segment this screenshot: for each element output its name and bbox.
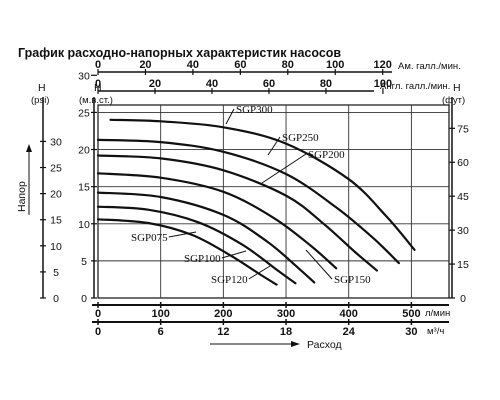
series-line-sgp300 [109, 118, 416, 251]
m3h-tick-label: 24 [343, 326, 356, 338]
feet-axis-h: H [453, 82, 461, 94]
psi-tick-label: 25 [50, 163, 62, 175]
uk-gpm-tick-label: 60 [263, 78, 275, 90]
meter-axis-h: H [94, 82, 102, 94]
psi-tick-label: 15 [50, 215, 62, 227]
us-gpm-unit: Ам. галл./мин. [398, 61, 461, 72]
uk-gpm-tick-label: 20 [149, 78, 161, 90]
upper-us-gpm-axis: Ам. галл./мин. 0 20 40 60 80 100 120 [95, 59, 461, 75]
x-axis-arrowhead [291, 341, 300, 347]
lmin-unit: л/мин [425, 308, 450, 319]
series-line-sgp150 [96, 172, 338, 270]
series-label-sgp200: SGP200 [308, 149, 345, 161]
series-line-sgp200 [96, 154, 378, 272]
psi-tick-label: 20 [50, 189, 62, 201]
meter-axis-unit: (м.в.ст.) [79, 95, 113, 106]
m3h-tick-label: 12 [217, 326, 229, 338]
lmin-tick-label: 500 [402, 308, 420, 320]
meter-tick-label: 30 [78, 70, 90, 82]
psi-tick-label: 0 [53, 293, 59, 305]
uk-gpm-tick-label: 40 [206, 78, 218, 90]
feet-tick-label: 30 [457, 225, 469, 237]
plot-frame [97, 104, 450, 299]
lmin-tick-label: 100 [151, 308, 169, 320]
series-label-sgp300: SGP300 [236, 104, 273, 116]
us-gpm-tick-label: 80 [282, 59, 294, 71]
m3h-tick-label: 18 [280, 326, 292, 338]
series-line-sgp100 [96, 205, 297, 285]
uk-gpm-tick-label: 100 [374, 78, 392, 90]
series-labels: SGP300 SGP250 SGP200 SGP150 SGP120 SGP100 SGP0… [131, 104, 371, 286]
uk-gpm-tick-label: 80 [320, 78, 332, 90]
m3h-tick-label: 0 [95, 326, 101, 338]
meter-tick-label: 15 [78, 182, 90, 194]
series-label-sgp120: SGP120 [211, 274, 248, 286]
y-axis-label: Напор [16, 181, 28, 212]
psi-tick-label: 5 [53, 267, 59, 279]
grid [97, 104, 450, 299]
series-leader-sgp100 [221, 250, 247, 259]
series-label-sgp100: SGP100 [184, 253, 221, 265]
y-axis-title: Напор [16, 144, 32, 215]
us-gpm-tick-label: 60 [234, 59, 246, 71]
m3h-tick-label: 30 [405, 326, 417, 338]
feet-tick-label: 75 [457, 123, 469, 135]
us-gpm-tick-label: 40 [187, 59, 199, 71]
psi-axis-unit: (psi) [31, 95, 49, 106]
meter-tick-label: 10 [78, 219, 90, 231]
series-line-sgp075 [96, 218, 278, 286]
lmin-tick-label: 200 [214, 308, 232, 320]
feet-axis-unit: (фут) [442, 95, 465, 106]
us-gpm-tick-label: 120 [374, 59, 392, 71]
us-gpm-tick-label: 100 [326, 59, 344, 71]
pump-curves [96, 118, 416, 286]
series-leader-sgp150 [305, 249, 333, 280]
series-leader-sgp120 [248, 265, 271, 280]
series-line-sgp120 [96, 191, 316, 284]
us-gpm-tick-label: 20 [139, 59, 151, 71]
meter-tick-label: 25 [78, 107, 90, 119]
meter-tick-label: 5 [81, 256, 87, 268]
psi-axis: H (psi) 0 5 10 15 20 25 30 [31, 82, 62, 305]
series-label-sgp250: SGP250 [282, 132, 319, 144]
lmin-tick-label: 300 [277, 308, 295, 320]
x-axis-title: Расход [210, 339, 342, 351]
lmin-tick-label: 400 [340, 308, 358, 320]
feet-axis: H (фут) 0 15 30 45 60 75 [442, 82, 469, 305]
series-leader-sgp250 [267, 136, 281, 156]
meter-tick-label: 0 [81, 293, 87, 305]
m3h-unit: м³/ч [427, 326, 444, 337]
series-label-sgp075: SGP075 [131, 232, 168, 244]
upper-uk-gpm-axis: Англ. галл./мин. 0 20 40 60 80 100 [95, 78, 450, 94]
psi-tick-label: 30 [50, 136, 62, 148]
feet-tick-label: 0 [460, 293, 466, 305]
series-label-sgp150: SGP150 [334, 274, 371, 286]
meter-axis: H (м.в.ст.) 0 5 10 15 20 25 30 [78, 70, 113, 305]
feet-tick-label: 60 [457, 157, 469, 169]
psi-tick-label: 10 [50, 241, 62, 253]
x-axis-label: Расход [307, 339, 342, 351]
m3h-axis: 0 6 12 18 24 30 м³/ч [92, 319, 449, 338]
uk-gpm-unit: Англ. галл./мин. [380, 81, 450, 92]
y-axis-arrowhead [26, 144, 32, 152]
meter-tick-label: 20 [78, 145, 90, 157]
lmin-tick-label: 0 [95, 308, 101, 320]
feet-tick-label: 15 [457, 259, 469, 271]
uk-gpm-tick-label: 0 [95, 78, 101, 90]
feet-tick-label: 45 [457, 191, 469, 203]
lmin-axis: 0 100 200 300 400 500 л/мин [92, 302, 450, 320]
series-leader-sgp200 [261, 153, 307, 184]
series-line-sgp250 [96, 138, 400, 265]
us-gpm-tick-label: 0 [95, 59, 101, 71]
m3h-tick-label: 6 [158, 326, 164, 338]
series-leader-sgp075 [168, 231, 197, 238]
chart-title: График расходно-напорных характеристик н… [18, 46, 341, 60]
series-leader-sgp300 [225, 108, 235, 125]
psi-axis-h: H [38, 82, 46, 94]
